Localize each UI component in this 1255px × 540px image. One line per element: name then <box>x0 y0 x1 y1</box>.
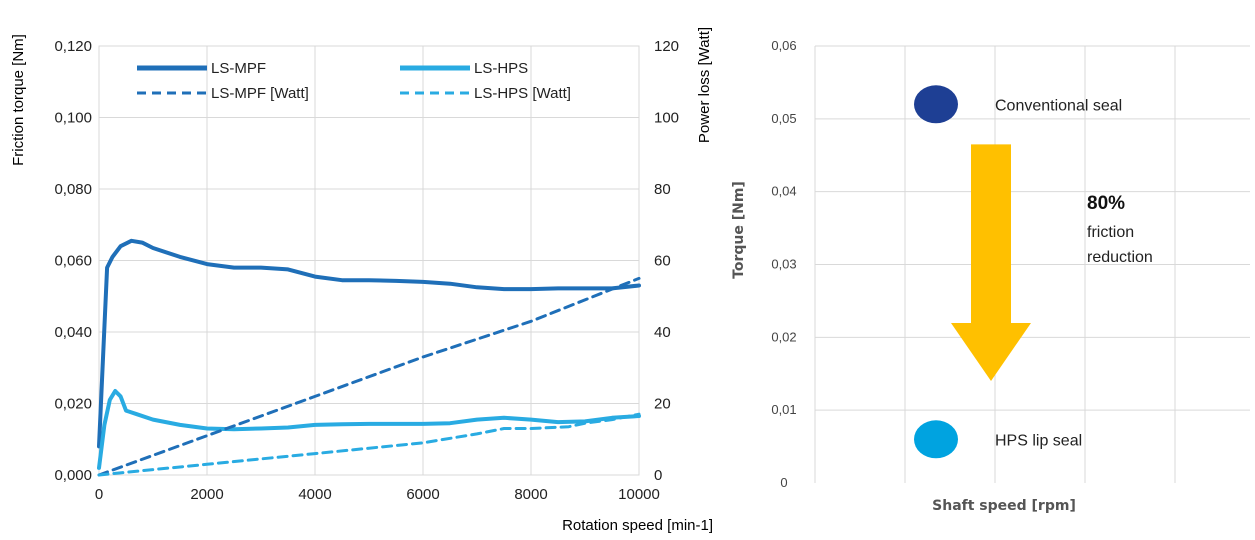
series-line-ls-hps-watt <box>97 412 641 477</box>
y-tick-label: 0,01 <box>771 402 796 417</box>
y-tick-label: 0,020 <box>54 396 92 413</box>
scatter-point <box>914 85 958 124</box>
x-tick-label: 6000 <box>406 486 439 503</box>
point-label: HPS lip seal <box>995 432 1082 449</box>
annotation-percent: 80% <box>1087 193 1125 214</box>
y2-axis-title: Power loss [Watt] <box>696 27 713 143</box>
y2-tick-label: 40 <box>654 324 671 341</box>
y-axis-title: Friction torque [Nm] <box>10 34 27 166</box>
annotation-line1: friction <box>1087 224 1134 241</box>
y-tick-label: 0,080 <box>54 181 92 198</box>
annotation-line2: reduction <box>1087 249 1153 266</box>
legend-label: LS-HPS <box>474 60 528 77</box>
scatter-point <box>914 420 958 459</box>
legend-label: LS-HPS [Watt] <box>474 85 571 102</box>
y-tick-label: 0,120 <box>54 38 92 55</box>
series-line-ls-hps <box>97 389 641 470</box>
friction-torque-chart: 0,000 0,020 0,040 0,060 0,080 0,100 0,120 0 2000… <box>10 27 713 534</box>
y-tick-label: 0,05 <box>771 111 796 126</box>
y2-tick-label: 0 <box>654 467 662 484</box>
y-tick-label: 0,06 <box>771 38 796 53</box>
series-line-ls-mpf-watt <box>97 276 641 477</box>
x-axis-title: Rotation speed [min-1] <box>562 517 713 534</box>
y2-tick-label: 100 <box>654 110 679 127</box>
torque-comparison-chart: 0 0,01 0,02 0,03 0,04 0,05 0,06 Shaft speed [rp… <box>731 38 1250 514</box>
y2-tick-label: 20 <box>654 396 671 413</box>
y-tick-label: 0,02 <box>771 329 796 344</box>
y-tick-label: 0,03 <box>771 257 796 272</box>
series-line-ls-mpf <box>97 238 641 449</box>
x-tick-label: 0 <box>95 486 103 503</box>
y-axis-title: Torque [Nm] <box>731 181 747 279</box>
x-tick-label: 2000 <box>190 486 223 503</box>
x-tick-label: 4000 <box>298 486 331 503</box>
y-tick-label: 0,100 <box>54 110 92 127</box>
y-tick-label: 0,000 <box>54 467 92 484</box>
x-tick-label: 10000 <box>618 486 660 503</box>
y-tick-label: 0,060 <box>54 253 92 270</box>
y2-tick-label: 80 <box>654 181 671 198</box>
y2-tick-label: 120 <box>654 38 679 55</box>
y2-tick-label: 60 <box>654 253 671 270</box>
y-tick-label: 0,040 <box>54 324 92 341</box>
x-axis-title: Shaft speed [rpm] <box>932 498 1076 514</box>
y-tick-label: 0,04 <box>771 184 796 199</box>
legend-label: LS-MPF <box>211 60 266 77</box>
y-tick-label: 0 <box>780 475 787 490</box>
legend-label: LS-MPF [Watt] <box>211 85 309 102</box>
reduction-arrow <box>951 144 1031 382</box>
x-tick-label: 8000 <box>514 486 547 503</box>
point-label: Conventional seal <box>995 97 1122 114</box>
